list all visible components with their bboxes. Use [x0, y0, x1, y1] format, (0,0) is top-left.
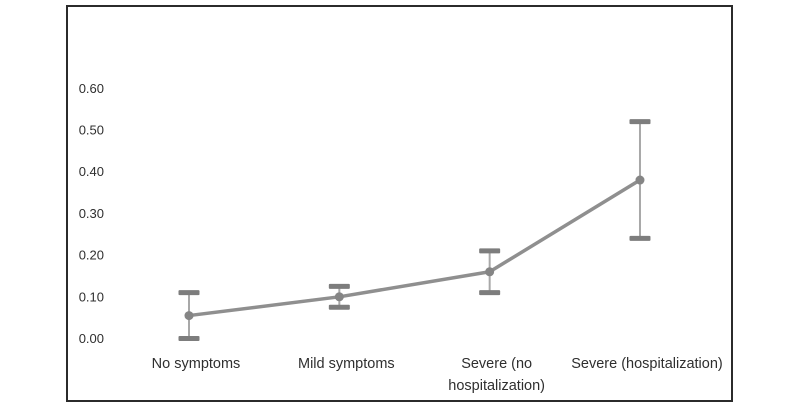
error-bar-cap-upper: [479, 248, 501, 254]
x-category-label: Severe (hospitalization): [571, 356, 723, 372]
y-tick-label: 0.30: [79, 206, 104, 221]
y-tick-label: 0.00: [79, 331, 104, 346]
error-bar-cap-lower: [629, 235, 651, 241]
y-tick-label: 0.50: [79, 123, 104, 138]
x-category-label: hospitalization): [448, 378, 545, 394]
error-bar-cap-lower: [328, 304, 350, 310]
data-line: [187, 178, 642, 318]
error-bar-cap-lower: [479, 290, 501, 296]
x-category-label: Severe (no: [461, 356, 532, 372]
y-tick-label: 0.40: [79, 164, 104, 179]
data-point-marker: [485, 267, 495, 277]
y-tick-label: 0.10: [79, 289, 104, 304]
chart-border-box: [66, 5, 733, 402]
x-category-label: No symptoms: [152, 356, 241, 372]
y-tick-label: 0.60: [79, 81, 104, 96]
data-point-marker: [334, 292, 344, 302]
error-bar-cap-lower: [178, 336, 200, 341]
error-bar-cap-upper: [328, 283, 350, 289]
error-bar-cap-upper: [629, 119, 651, 125]
data-point-marker: [184, 311, 194, 321]
data-point-marker: [635, 175, 645, 185]
x-category-label: Mild symptoms: [298, 356, 395, 372]
y-tick-label: 0.20: [79, 248, 104, 263]
error-bar-cap-upper: [178, 290, 200, 296]
